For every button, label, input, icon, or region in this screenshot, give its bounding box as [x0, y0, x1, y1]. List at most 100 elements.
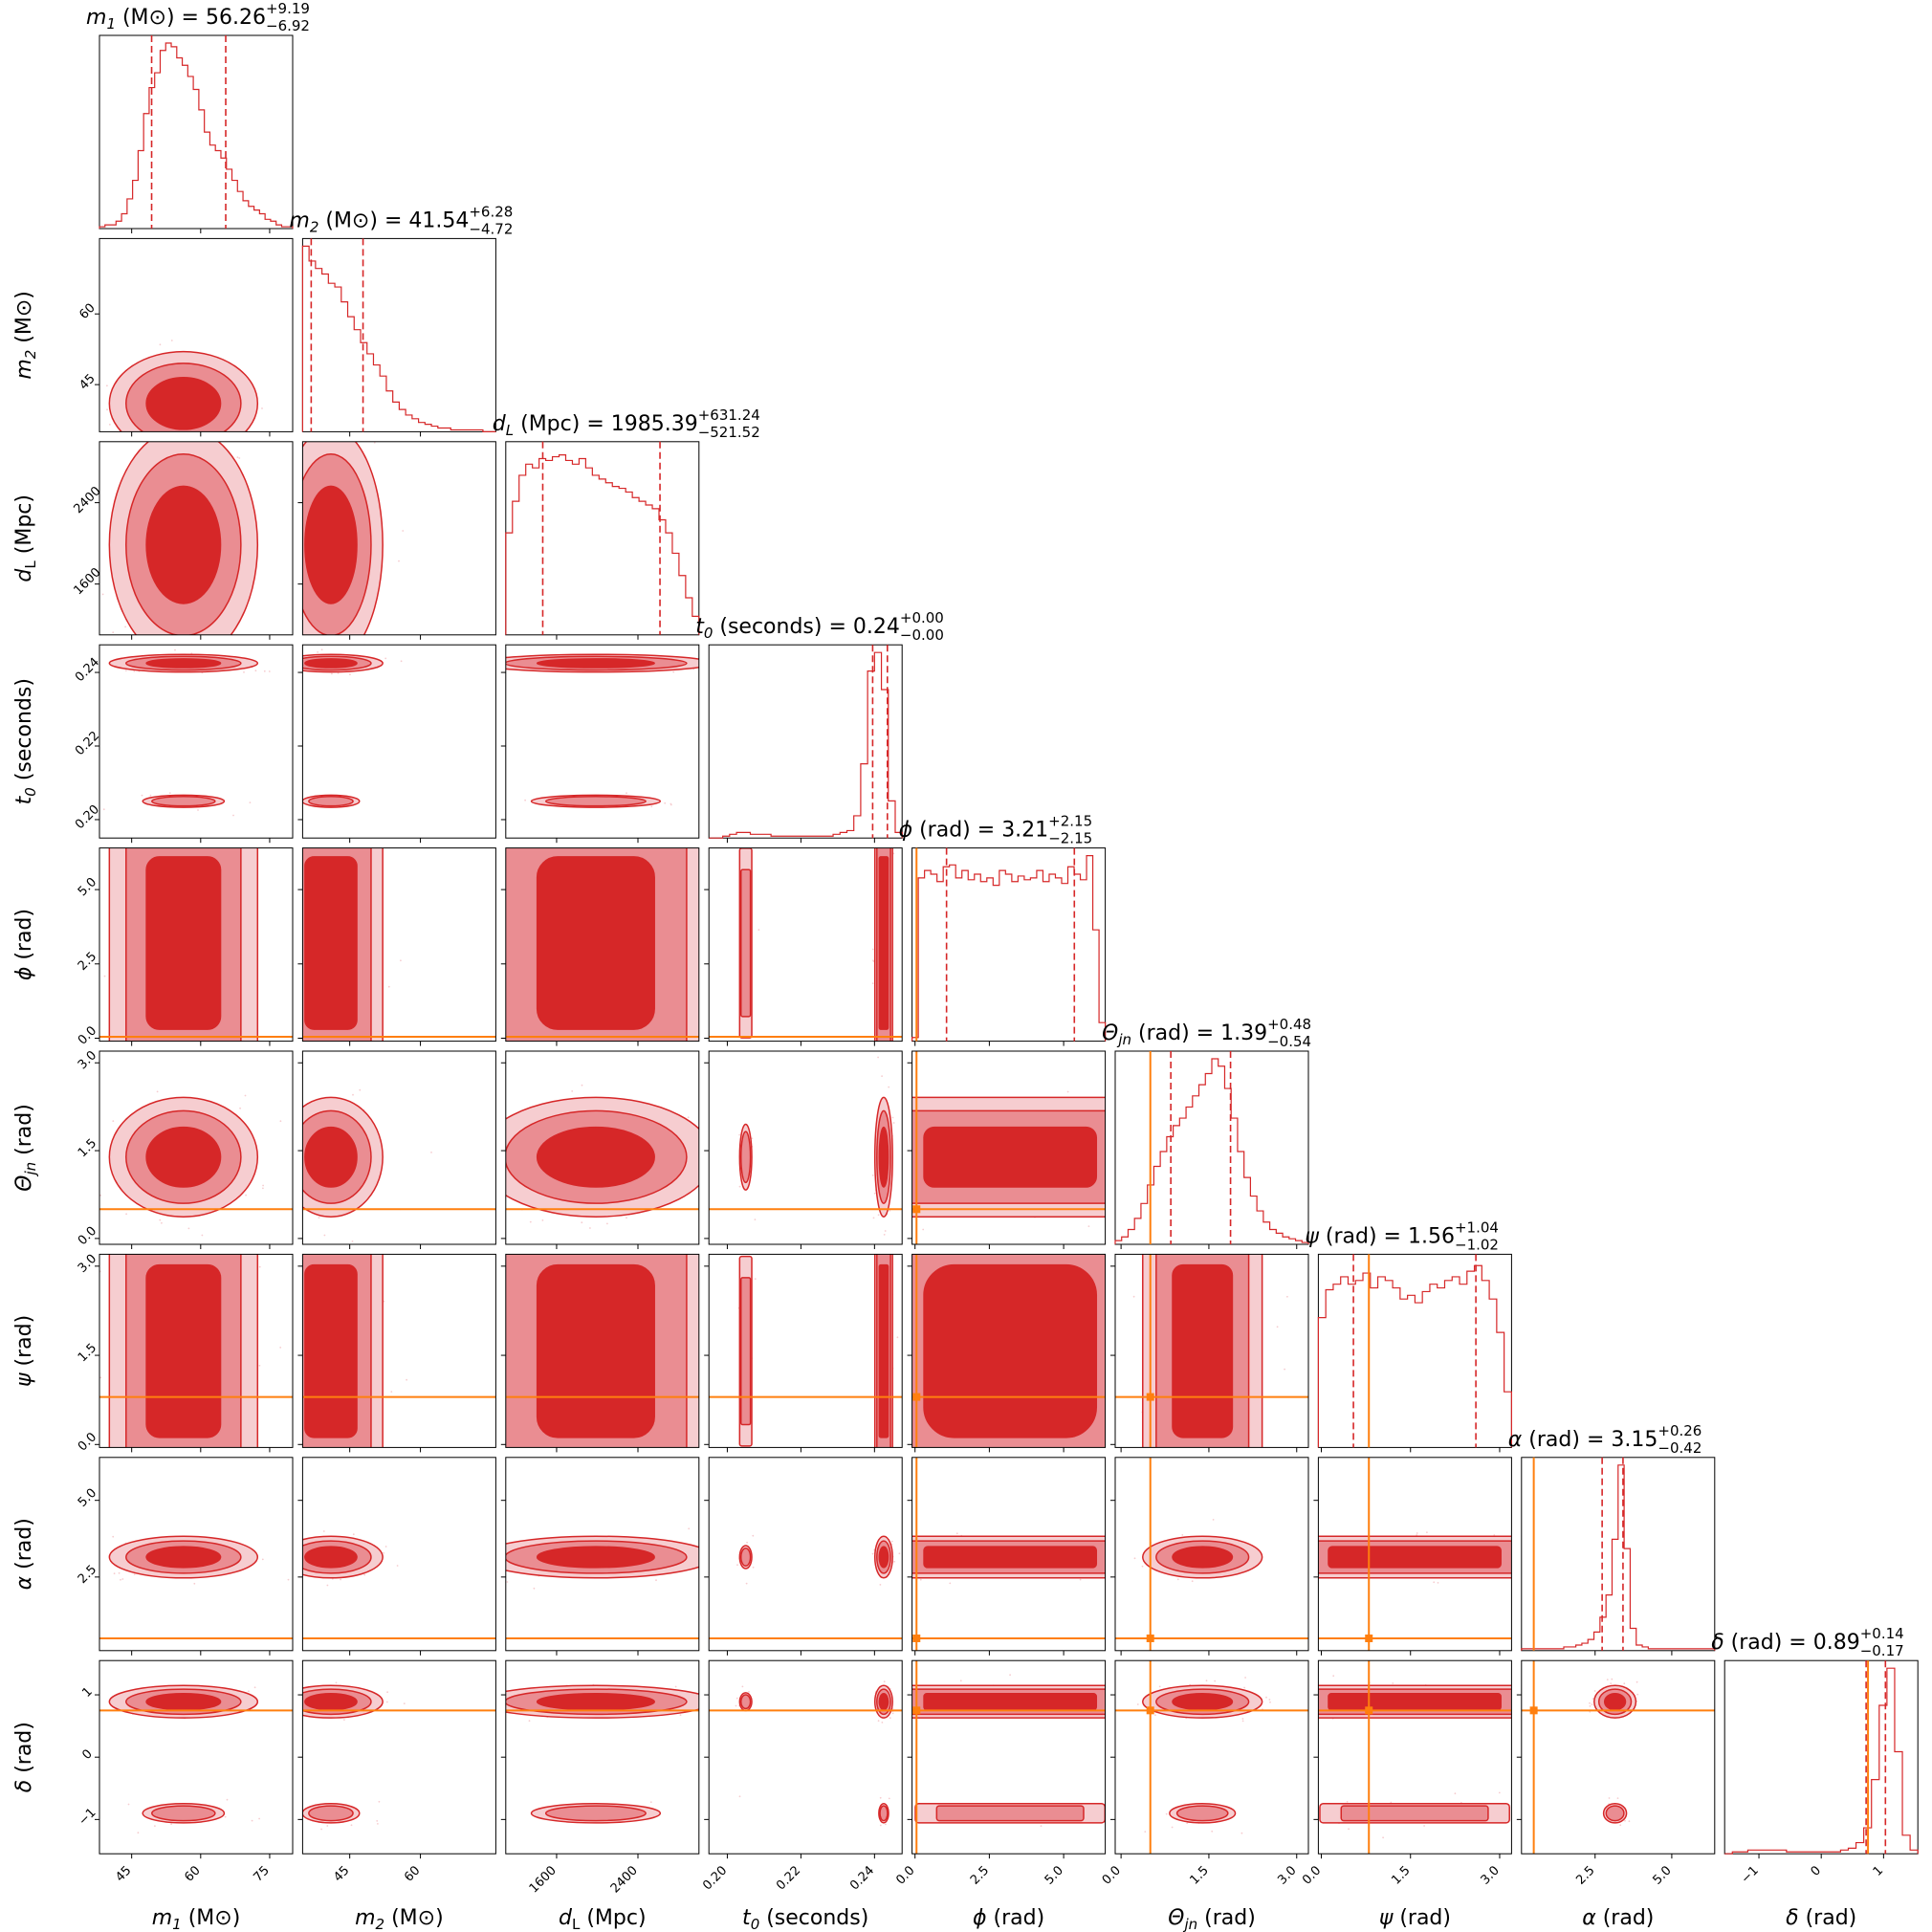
- histogram-m1: [99, 34, 294, 230]
- panel-phi-vs-t0: [708, 847, 903, 1043]
- sample-point: [738, 1185, 741, 1188]
- panel-delta-vs-dL: [505, 1659, 700, 1855]
- truth-marker: [1529, 1706, 1538, 1715]
- panel-psi-vs-dL: [505, 1253, 700, 1448]
- sample-point: [1589, 1701, 1591, 1704]
- sample-point: [335, 1681, 338, 1684]
- sample-point: [1212, 1519, 1215, 1521]
- sample-point: [112, 1120, 115, 1122]
- y-axis-label-theta_jn: Θjn (rad): [12, 1104, 39, 1192]
- sample-point: [337, 671, 340, 674]
- sample-point: [1608, 1797, 1611, 1799]
- title-unit: (rad) =: [1131, 1021, 1220, 1045]
- panel-background: [709, 847, 903, 1042]
- sample-point: [1382, 1836, 1384, 1839]
- panel-frame: [301, 441, 496, 636]
- y-tick-label: 5.0: [76, 875, 99, 899]
- sample-point: [248, 1690, 250, 1693]
- label-symbol: t: [742, 1906, 752, 1930]
- sample-point: [1437, 1582, 1439, 1584]
- title-m1: m1 (M⊙) = 56.26+9.19: [86, 0, 310, 33]
- histogram-alpha: [1521, 1457, 1716, 1652]
- panel-frame: [301, 644, 496, 839]
- y-tick-label: 0.22: [73, 729, 102, 758]
- sample-point: [232, 814, 234, 817]
- x-axis-label-t0: t0 (seconds): [742, 1906, 868, 1932]
- histogram-steps: [505, 454, 700, 635]
- y-tick-label: 0.0: [76, 1224, 99, 1248]
- sample-point: [1214, 1680, 1217, 1682]
- title-error-plus: +9.19: [266, 0, 310, 17]
- sample-point: [258, 1364, 261, 1367]
- title-value: 0.24: [853, 615, 900, 639]
- sample-point: [606, 1222, 608, 1225]
- sample-point: [688, 1527, 691, 1530]
- sample-point: [1136, 1703, 1139, 1705]
- panel-theta_jn-vs-t0: [708, 1050, 903, 1245]
- panel-delta-vs-t0: [708, 1659, 903, 1855]
- sample-point: [1244, 1677, 1246, 1679]
- panel-frame: [1723, 1659, 1919, 1855]
- sample-point: [896, 1336, 899, 1339]
- x-axis-label-m1: m1 (M⊙): [152, 1906, 241, 1932]
- sample-point: [1087, 1225, 1090, 1227]
- y-tick-label: 1600: [72, 565, 104, 598]
- sample-point: [664, 801, 667, 804]
- sample-point: [1416, 1534, 1418, 1536]
- sample-point: [1144, 1831, 1147, 1833]
- sample-point: [955, 1532, 958, 1535]
- y-tick-label: 0.0: [76, 1023, 99, 1047]
- sample-point: [1040, 1825, 1043, 1828]
- sample-point: [873, 1192, 876, 1195]
- label-unit: (Mpc): [12, 494, 36, 560]
- panel-content: [709, 1056, 903, 1236]
- sample-point: [108, 424, 111, 426]
- sample-point: [922, 1228, 925, 1231]
- sample-point: [226, 1798, 229, 1801]
- sample-point: [1332, 1675, 1335, 1678]
- sample-point: [1158, 1685, 1161, 1688]
- sample-point: [746, 1541, 748, 1544]
- contour-inner: [536, 658, 655, 669]
- title-value: 41.54: [408, 209, 469, 232]
- sample-point: [871, 1552, 874, 1555]
- panel-content: [709, 1534, 903, 1639]
- sample-point: [320, 648, 323, 651]
- panel-frame: [99, 1457, 294, 1652]
- label-unit: (rad): [12, 909, 36, 967]
- x-tick-label: 0: [1809, 1863, 1824, 1878]
- title-subscript: 1: [106, 15, 116, 33]
- panel-frame: [911, 1050, 1107, 1245]
- contour-outer: [740, 1131, 752, 1184]
- title-error-plus: +2.15: [1048, 813, 1092, 830]
- sample-point: [326, 1825, 329, 1827]
- x-axis-label-alpha: α (rad): [1582, 1906, 1654, 1930]
- label-symbol: ϕ: [973, 1906, 987, 1930]
- sample-point: [186, 643, 187, 645]
- sample-point: [352, 1533, 355, 1536]
- title-subscript: 2: [310, 218, 319, 235]
- contour-outer: [879, 1805, 889, 1822]
- x-tick-label: 75: [251, 1863, 272, 1884]
- panel-t0-vs-m1: [99, 644, 294, 839]
- sample-point: [877, 1720, 880, 1723]
- sample-point: [54, 476, 55, 478]
- sample-point: [524, 799, 526, 801]
- sample-point: [1423, 1825, 1425, 1827]
- title-phi: ϕ (rad) = 3.21+2.15: [899, 813, 1093, 843]
- sample-point: [133, 670, 136, 672]
- x-tick-label: 5.0: [1043, 1863, 1066, 1887]
- panel-content: [911, 1051, 1106, 1244]
- panel-frame: [911, 847, 1107, 1043]
- x-tick-label: 2.5: [1573, 1863, 1597, 1887]
- panel-content: [302, 1254, 496, 1448]
- histogram-delta: [1723, 1659, 1919, 1855]
- truth-marker: [1146, 1393, 1154, 1401]
- sample-point: [1009, 1674, 1011, 1677]
- sample-point: [1132, 1295, 1135, 1298]
- panel-content: [302, 1088, 496, 1242]
- sample-point: [318, 1217, 320, 1218]
- label-unit: (rad): [1799, 1906, 1857, 1930]
- contour-outer: [740, 1277, 752, 1426]
- sample-point: [373, 442, 376, 444]
